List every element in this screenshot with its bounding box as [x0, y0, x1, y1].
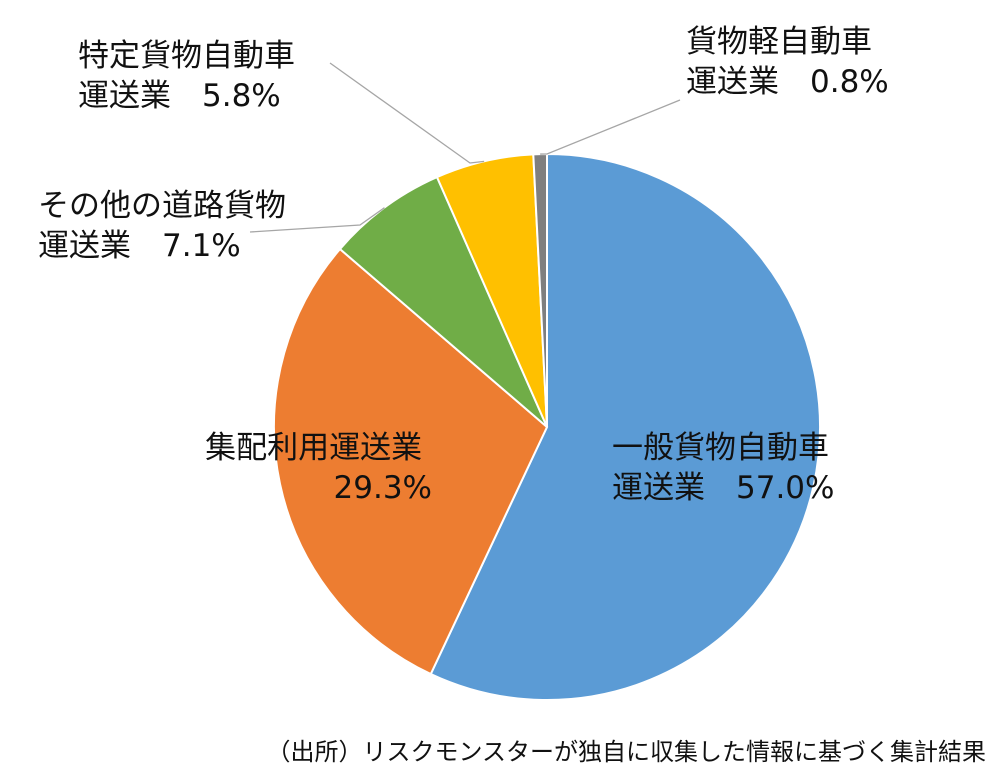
slice-label-collection-delivery-line2: 29.3% [334, 470, 432, 506]
leader-line-3 [329, 62, 485, 164]
pie-slice-0 [429, 152, 821, 701]
slice-label-general-freight-line2: 運送業 57.0% [612, 470, 834, 506]
pie-slice-1 [273, 247, 549, 676]
slice-label-light-vehicle-freight-line1: 貨物軽自動車 [686, 24, 872, 60]
slice-label-specified-freight: 特定貨物自動車 運送業 5.8% [78, 38, 305, 114]
slice-label-other-road-freight: その他の道路貨物 運送業 7.1% [38, 188, 296, 264]
slice-label-light-vehicle-freight: 貨物軽自動車 運送業 0.8% [686, 24, 889, 100]
slice-label-light-vehicle-freight-line2: 運送業 0.8% [686, 64, 889, 100]
slice-label-collection-delivery: 集配利用運送業 29.3% [205, 430, 432, 506]
slice-label-other-road-freight-line1: その他の道路貨物 [38, 188, 286, 224]
source-note: （出所）リスクモンスターが独自に収集した情報に基づく集計結果 [266, 738, 986, 766]
slice-label-other-road-freight-line2: 運送業 7.1% [38, 228, 241, 264]
pie-slice-2 [338, 175, 548, 428]
slice-labels: 一般貨物自動車 運送業 57.0% 集配利用運送業 29.3% その他の道路貨物… [38, 24, 889, 506]
pie-slices [273, 152, 821, 701]
slice-label-specified-freight-line2: 運送業 5.8% [78, 78, 281, 114]
leader-line-4 [540, 99, 681, 155]
slice-label-general-freight-line1: 一般貨物自動車 [612, 430, 829, 466]
slice-label-general-freight: 一般貨物自動車 運送業 57.0% [612, 430, 839, 506]
leader-lines [249, 62, 681, 233]
slice-label-collection-delivery-line1: 集配利用運送業 [205, 430, 422, 466]
leader-line-2 [249, 207, 385, 233]
slice-label-specified-freight-line1: 特定貨物自動車 [78, 38, 295, 74]
